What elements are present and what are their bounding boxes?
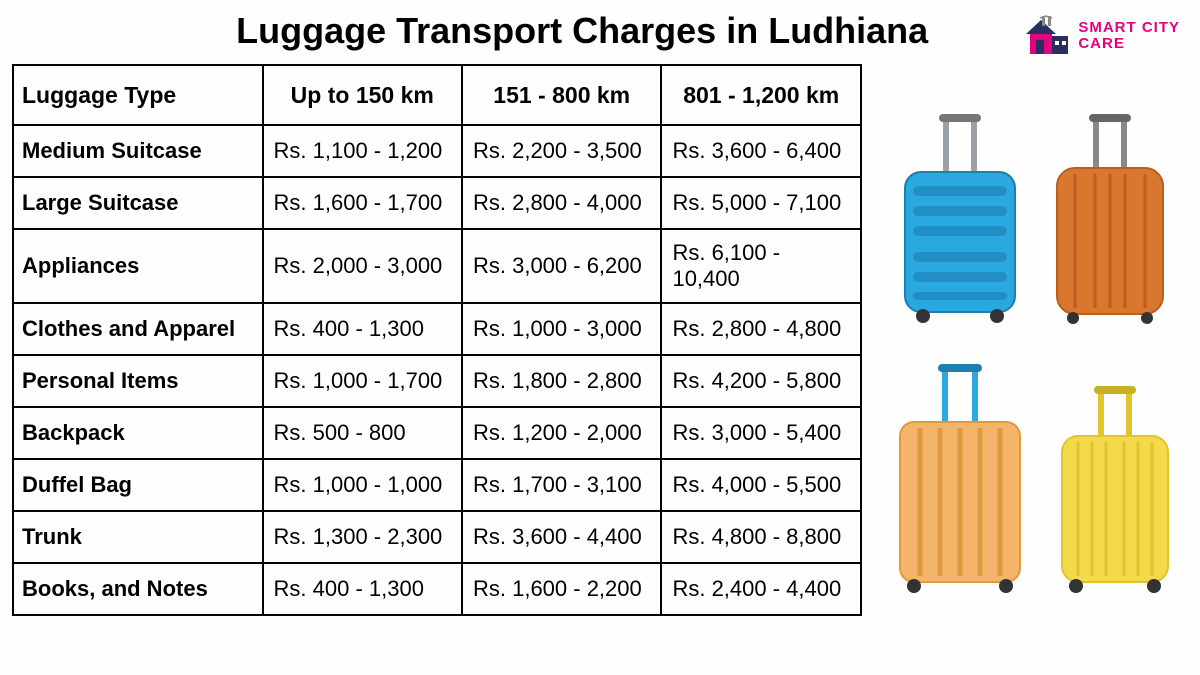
- cell-c2: Rs. 1,300 - 2,300: [263, 511, 462, 563]
- cell-c3: Rs. 2,200 - 3,500: [462, 125, 661, 177]
- page-title: Luggage Transport Charges in Ludhiana: [140, 8, 1024, 53]
- yellow-suitcase-icon: [1050, 384, 1180, 594]
- cell-c2: Rs. 400 - 1,300: [263, 303, 462, 355]
- cell-type: Books, and Notes: [13, 563, 263, 615]
- cell-c4: Rs. 4,800 - 8,800: [661, 511, 861, 563]
- cell-c3: Rs. 3,000 - 6,200: [462, 229, 661, 303]
- cell-type: Clothes and Apparel: [13, 303, 263, 355]
- cell-c2: Rs. 500 - 800: [263, 407, 462, 459]
- col-upto-150: Up to 150 km: [263, 65, 462, 125]
- table-row: Large SuitcaseRs. 1,600 - 1,700Rs. 2,800…: [13, 177, 861, 229]
- cell-type: Duffel Bag: [13, 459, 263, 511]
- cell-type: Personal Items: [13, 355, 263, 407]
- table-row: TrunkRs. 1,300 - 2,300Rs. 3,600 - 4,400R…: [13, 511, 861, 563]
- table-row: Medium SuitcaseRs. 1,100 - 1,200Rs. 2,20…: [13, 125, 861, 177]
- cell-type: Large Suitcase: [13, 177, 263, 229]
- cell-c2: Rs. 2,000 - 3,000: [263, 229, 462, 303]
- cell-c4: Rs. 2,800 - 4,800: [661, 303, 861, 355]
- cell-type: Appliances: [13, 229, 263, 303]
- light-orange-suitcase-icon: [890, 364, 1030, 594]
- table-header-row: Luggage Type Up to 150 km 151 - 800 km 8…: [13, 65, 861, 125]
- cell-c3: Rs. 1,600 - 2,200: [462, 563, 661, 615]
- cell-c3: Rs. 2,800 - 4,000: [462, 177, 661, 229]
- brand-logo: SMART CITY CARE: [1024, 14, 1180, 58]
- cell-c3: Rs. 1,000 - 3,000: [462, 303, 661, 355]
- cell-c4: Rs. 5,000 - 7,100: [661, 177, 861, 229]
- cell-c2: Rs. 1,000 - 1,700: [263, 355, 462, 407]
- cell-c4: Rs. 6,100 - 10,400: [661, 229, 861, 303]
- cell-c3: Rs. 1,200 - 2,000: [462, 407, 661, 459]
- charges-table: Luggage Type Up to 150 km 151 - 800 km 8…: [12, 64, 862, 616]
- table-row: Personal ItemsRs. 1,000 - 1,700Rs. 1,800…: [13, 355, 861, 407]
- cell-type: Trunk: [13, 511, 263, 563]
- blue-suitcase-icon: [895, 114, 1025, 324]
- luggage-illustrations: [882, 64, 1188, 665]
- house-icon: [1024, 14, 1072, 58]
- cell-c4: Rs. 4,000 - 5,500: [661, 459, 861, 511]
- col-luggage-type: Luggage Type: [13, 65, 263, 125]
- logo-line1: SMART CITY: [1078, 20, 1180, 37]
- table-row: Clothes and ApparelRs. 400 - 1,300Rs. 1,…: [13, 303, 861, 355]
- cell-c2: Rs. 400 - 1,300: [263, 563, 462, 615]
- table-row: BackpackRs. 500 - 800Rs. 1,200 - 2,000Rs…: [13, 407, 861, 459]
- logo-line2: CARE: [1078, 36, 1180, 53]
- cell-c4: Rs. 3,600 - 6,400: [661, 125, 861, 177]
- table-row: Books, and NotesRs. 400 - 1,300Rs. 1,600…: [13, 563, 861, 615]
- cell-c4: Rs. 2,400 - 4,400: [661, 563, 861, 615]
- cell-type: Backpack: [13, 407, 263, 459]
- cell-c2: Rs. 1,000 - 1,000: [263, 459, 462, 511]
- table-row: AppliancesRs. 2,000 - 3,000Rs. 3,000 - 6…: [13, 229, 861, 303]
- cell-c4: Rs. 3,000 - 5,400: [661, 407, 861, 459]
- cell-c4: Rs. 4,200 - 5,800: [661, 355, 861, 407]
- table-row: Duffel BagRs. 1,000 - 1,000Rs. 1,700 - 3…: [13, 459, 861, 511]
- col-801-1200: 801 - 1,200 km: [661, 65, 861, 125]
- cell-c2: Rs. 1,100 - 1,200: [263, 125, 462, 177]
- orange-suitcase-icon: [1045, 114, 1175, 324]
- cell-c3: Rs. 3,600 - 4,400: [462, 511, 661, 563]
- cell-c2: Rs. 1,600 - 1,700: [263, 177, 462, 229]
- col-151-800: 151 - 800 km: [462, 65, 661, 125]
- cell-c3: Rs. 1,700 - 3,100: [462, 459, 661, 511]
- cell-type: Medium Suitcase: [13, 125, 263, 177]
- cell-c3: Rs. 1,800 - 2,800: [462, 355, 661, 407]
